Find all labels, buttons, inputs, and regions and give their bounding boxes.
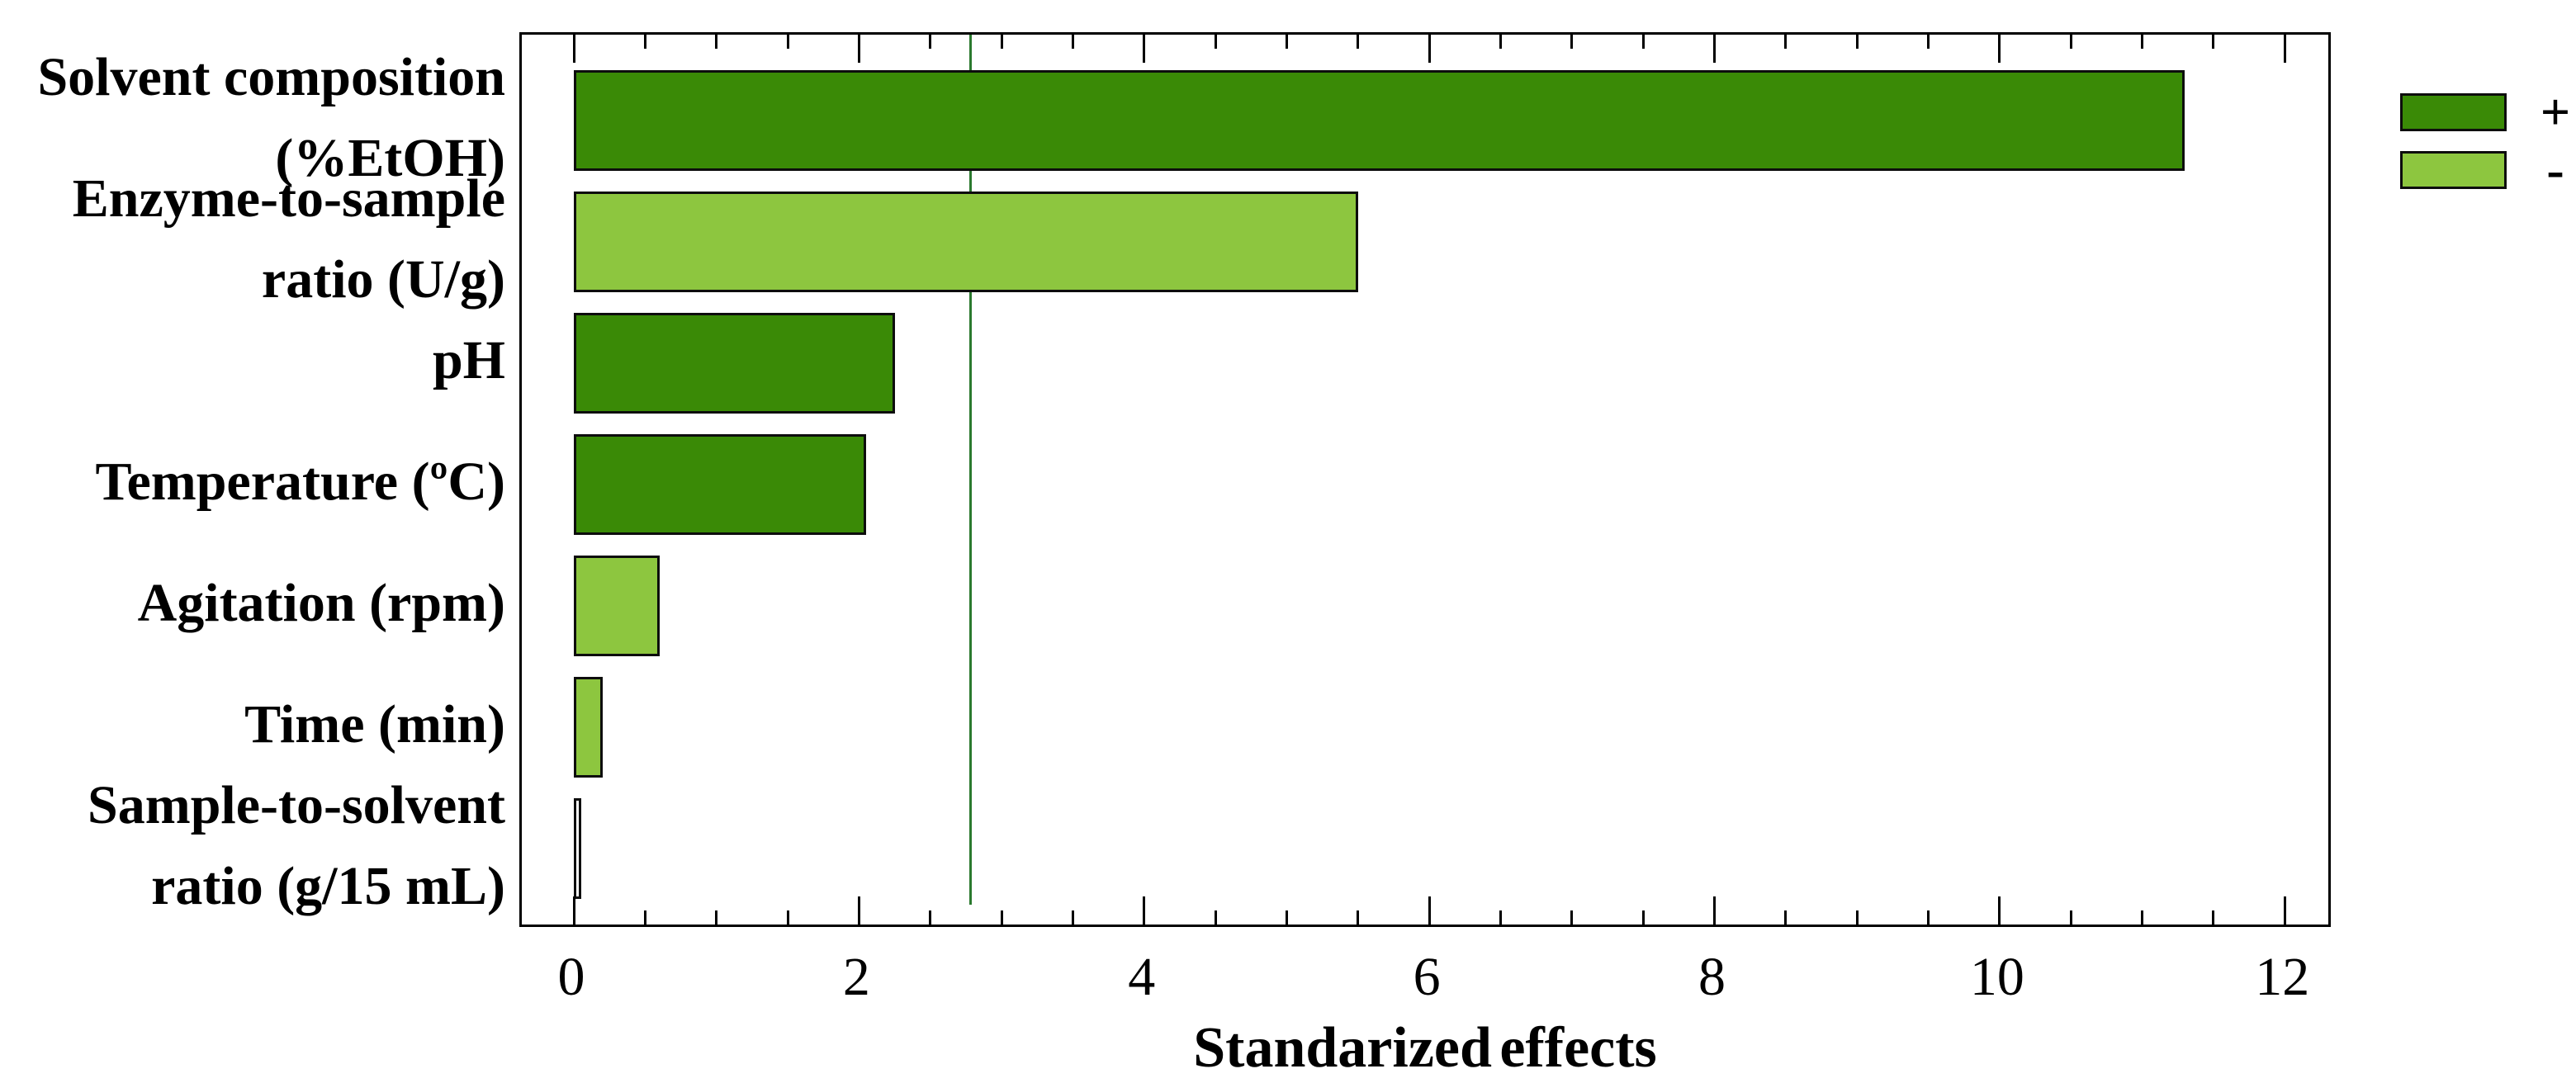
x-tick-minor	[1499, 910, 1502, 925]
x-tick-minor	[1499, 35, 1502, 49]
x-tick-minor	[2141, 910, 2144, 925]
x-tick-minor	[1285, 35, 1288, 49]
x-tick-major	[2283, 35, 2286, 63]
x-tick-minor	[1214, 910, 1217, 925]
category-label-ph: pH	[432, 329, 505, 390]
x-tick-minor	[929, 35, 932, 49]
x-tick-minor	[786, 35, 789, 49]
x-tick-major	[1143, 896, 1146, 925]
x-tick-label-12: 12	[2255, 947, 2310, 1007]
x-tick-minor	[1000, 35, 1003, 49]
category-label-temperature-c: Temperature (ºC)	[95, 451, 505, 512]
legend-swatch-positive	[2400, 93, 2507, 131]
legend-label-negative: -	[2546, 140, 2564, 199]
x-tick-minor	[643, 35, 646, 49]
x-tick-label-8: 8	[1698, 947, 1726, 1007]
bar-ph	[574, 312, 895, 414]
x-tick-minor	[2069, 35, 2072, 49]
x-tick-minor	[1855, 35, 1859, 49]
x-tick-label-2: 2	[842, 947, 870, 1007]
bar-time-min	[574, 676, 603, 778]
x-tick-major	[857, 35, 860, 63]
x-tick-minor	[1357, 910, 1360, 925]
x-tick-minor	[1784, 35, 1788, 49]
x-tick-major	[1428, 35, 1431, 63]
x-tick-minor	[715, 910, 718, 925]
bar-agitation-rpm	[574, 555, 660, 656]
bar-solvent-composition-etoh	[574, 69, 2185, 171]
category-label-agitation-rpm: Agitation (rpm)	[137, 572, 505, 633]
x-tick-minor	[786, 910, 789, 925]
x-tick-minor	[1071, 35, 1074, 49]
category-label-sample-to-solvent-ratio-g-15-ml: Sample-to-solvent ratio (g/15 mL)	[88, 774, 505, 916]
x-tick-minor	[1641, 35, 1645, 49]
x-tick-label-10: 10	[1969, 947, 2024, 1007]
x-tick-major	[1428, 896, 1431, 925]
x-tick-minor	[643, 910, 646, 925]
x-tick-minor	[1927, 35, 1930, 49]
x-tick-minor	[1285, 910, 1288, 925]
x-tick-minor	[1357, 35, 1360, 49]
x-tick-minor	[715, 35, 718, 49]
x-tick-major	[1713, 35, 1717, 63]
x-tick-major	[1143, 35, 1146, 63]
plot-area	[519, 32, 2331, 927]
x-tick-minor	[1784, 910, 1788, 925]
legend-swatch-negative	[2400, 151, 2507, 189]
x-tick-minor	[1000, 910, 1003, 925]
bar-enzyme-to-sample-ratio-u-g	[574, 191, 1358, 292]
x-tick-major	[1998, 35, 2001, 63]
x-tick-label-0: 0	[557, 947, 585, 1007]
x-tick-minor	[2212, 35, 2215, 49]
x-tick-minor	[1927, 910, 1930, 925]
x-tick-minor	[929, 910, 932, 925]
x-tick-minor	[1855, 910, 1859, 925]
x-tick-minor	[2069, 910, 2072, 925]
x-tick-major	[2283, 896, 2286, 925]
x-tick-major	[857, 896, 860, 925]
legend-label-positive: +	[2540, 83, 2571, 141]
category-label-enzyme-to-sample-ratio-u-g: Enzyme-to-sample ratio (U/g)	[72, 168, 505, 310]
significance-reference-line	[968, 35, 972, 905]
x-tick-minor	[1071, 910, 1074, 925]
x-tick-major	[572, 35, 575, 63]
x-axis-title: Standarized effects	[1193, 1016, 1657, 1080]
x-tick-label-4: 4	[1128, 947, 1156, 1007]
x-tick-major	[1713, 896, 1717, 925]
x-tick-minor	[2141, 35, 2144, 49]
x-tick-label-6: 6	[1413, 947, 1441, 1007]
category-label-time-min: Time (min)	[244, 693, 505, 754]
x-tick-minor	[1641, 910, 1645, 925]
x-tick-minor	[2212, 910, 2215, 925]
x-tick-minor	[1570, 910, 1574, 925]
x-tick-minor	[1570, 35, 1574, 49]
x-tick-major	[572, 896, 575, 925]
bar-temperature-c	[574, 433, 867, 535]
x-tick-major	[1998, 896, 2001, 925]
x-tick-minor	[1214, 35, 1217, 49]
category-label-solvent-composition-etoh: Solvent composition (%EtOH)	[37, 46, 505, 188]
bar-sample-to-solvent-ratio-g-15-ml	[574, 797, 581, 899]
